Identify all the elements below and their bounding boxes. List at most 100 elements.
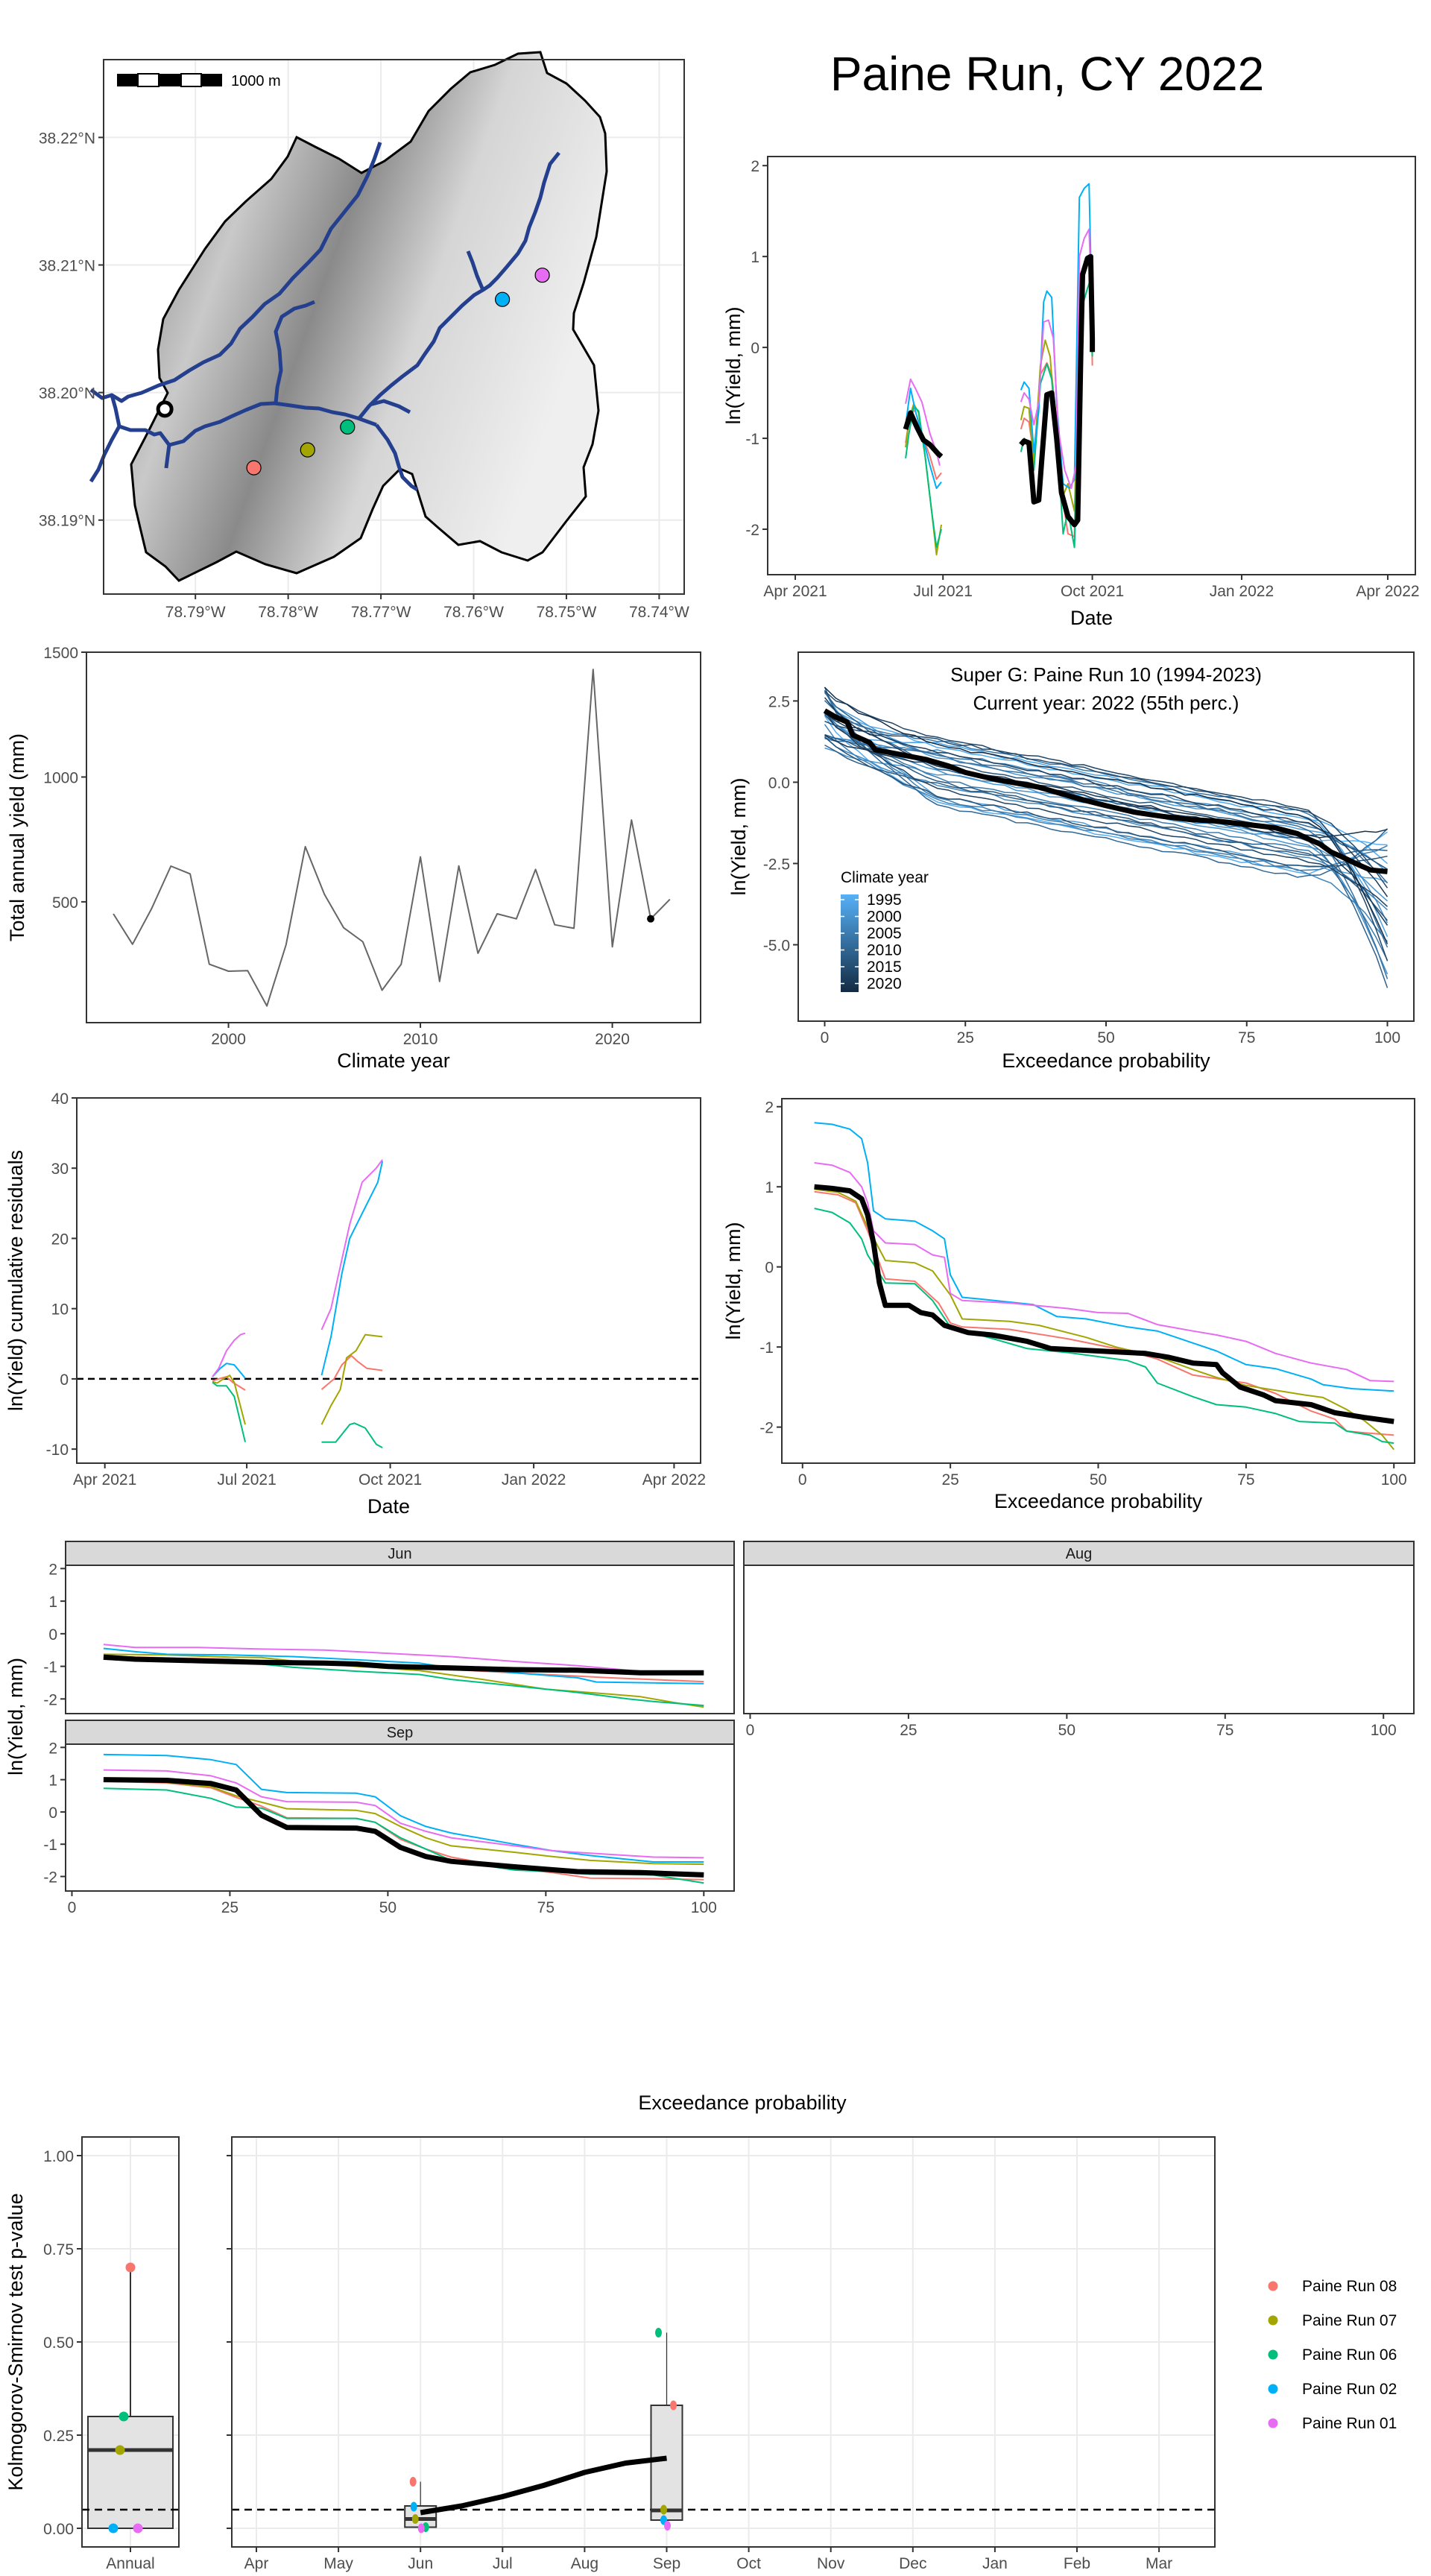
x-tick-label: 0: [821, 1029, 830, 1046]
y-tick-label: -10: [46, 1442, 69, 1459]
x-tick-label: 2020: [595, 1031, 630, 1048]
map-lat-label: 38.22°N: [39, 130, 95, 147]
legend-label: 2020: [867, 976, 902, 993]
facet-panel-aug: Aug 0 25 50 75 100: [743, 1541, 1415, 1739]
y-tick-label: 0: [48, 1805, 57, 1822]
x-tick-label: Apr 2021: [763, 583, 827, 600]
x-tick-label: May: [323, 2555, 353, 2572]
stream-east-small-trib: [369, 399, 411, 414]
chart-cumulative-residuals: Apr 2021 Jul 2021 Oct 2021 Jan 2022 Apr 2022…: [4, 1090, 706, 1518]
x-tick-label: Apr 2022: [642, 1471, 706, 1489]
panel-border: [76, 1097, 701, 1464]
map-lat-label: 38.20°N: [39, 385, 95, 402]
legend-label: Paine Run 06: [1302, 2346, 1397, 2364]
y-tick-label: 0.00: [43, 2521, 74, 2538]
legend-key: [1268, 2418, 1278, 2428]
x-tick-label: 50: [379, 1899, 397, 1916]
site-series-line: [320, 1354, 383, 1390]
y-axis-title: ln(Yield) cumulative residuals: [4, 1150, 27, 1411]
x-tick-label: 50: [1090, 1471, 1107, 1489]
scale-bar-label: 1000 m: [231, 73, 281, 89]
site-fdc-line: [103, 1653, 704, 1708]
panel-border: [65, 1565, 735, 1714]
site-fdc-line: [814, 1208, 1394, 1445]
map-lon-label: 78.76°W: [443, 604, 504, 621]
x-tick-label: Jan 2022: [502, 1471, 566, 1489]
x-axis-title: Exceedance probability: [638, 2092, 847, 2114]
x-tick-label: Feb: [1064, 2555, 1090, 2572]
chart-lines: [903, 183, 1096, 556]
x-tick-label: 0: [68, 1899, 77, 1916]
y-tick-label: 2: [48, 1561, 57, 1578]
panel-border: [81, 2136, 180, 2548]
map-panel: 78.79°W 78.78°W 78.77°W 78.76°W 78.75°W 78.74…: [39, 51, 689, 621]
x-tick-label: Nov: [817, 2555, 845, 2572]
y-tick-label: 1: [765, 1179, 774, 1196]
y-tick-label: 500: [52, 894, 78, 912]
x-tick-label: Jan: [982, 2555, 1008, 2572]
x-tick-label: 25: [941, 1471, 958, 1489]
x-tick-label: Oct: [736, 2555, 761, 2572]
x-tick-label: 75: [1237, 1471, 1254, 1489]
site-series-line: [1020, 228, 1093, 490]
site-marker: [534, 268, 550, 283]
pvalue-point: [409, 2477, 417, 2487]
y-tick-label: -1: [745, 431, 759, 448]
x-tick-label: Apr: [244, 2555, 269, 2572]
ks-monthly-panel: Apr May Jun Jul Aug Sep Oct Nov Dec Jan Feb Mar: [227, 2136, 1216, 2572]
x-axis-title: Date: [367, 1495, 410, 1518]
climate-year-line: [824, 738, 1389, 884]
y-tick-label: 0: [751, 340, 759, 357]
x-tick-label: 2010: [403, 1031, 438, 1048]
legend-title: Climate year: [841, 869, 929, 886]
map-border: [103, 59, 685, 595]
site-fdc-line: [103, 1779, 704, 1866]
x-tick-label: 0: [746, 1722, 755, 1739]
x-tick-label: Apr 2022: [1356, 583, 1419, 600]
y-tick-label: -1: [43, 1659, 57, 1676]
y-tick-label: 0.50: [43, 2334, 74, 2352]
stream-network: [89, 142, 560, 492]
x-tick-label: 25: [900, 1722, 917, 1739]
stream-east-branch: [375, 423, 419, 492]
y-tick-label: 2: [751, 158, 759, 175]
pvalue-point: [115, 2445, 125, 2455]
site-fdc-line: [103, 1769, 704, 1859]
pvalue-point: [670, 2400, 677, 2411]
y-tick-label: 1000: [43, 769, 78, 786]
climate-year-line: [824, 736, 1389, 911]
facet-panel-sep: Sep 0 25 50 75 100 -2 -1 0 1 2: [43, 1720, 735, 1916]
y-tick-label: 0.75: [43, 2241, 74, 2258]
current-year-point: [647, 915, 655, 923]
y-tick-label: -2: [759, 1420, 774, 1437]
facet-strip: [65, 1720, 735, 1745]
y-tick-label: 0.25: [43, 2428, 74, 2445]
outlet-marker: [156, 400, 174, 418]
pvalue-point: [664, 2521, 671, 2531]
y-tick-label: 0: [765, 1260, 774, 1277]
stream-mainstem: [89, 142, 382, 403]
y-tick-label: 2: [48, 1740, 57, 1757]
legend-label: Paine Run 01: [1302, 2415, 1397, 2432]
x-tick-label: Jul 2021: [914, 583, 973, 600]
stream-main-channel: [110, 394, 377, 447]
legend-label: Paine Run 08: [1302, 2278, 1397, 2295]
y-tick-label: 20: [51, 1231, 69, 1248]
x-axis-title: Exceedance probability: [994, 1490, 1203, 1512]
site-fdc-line: [814, 1188, 1394, 1450]
stream-site02-trib: [466, 250, 485, 291]
legend-key: [1268, 2315, 1278, 2326]
x-tick-label: Dec: [899, 2555, 926, 2572]
site-series-line: [212, 1363, 246, 1379]
y-tick-label: 2.5: [768, 693, 790, 710]
chart-lines: [77, 1159, 701, 1449]
chart-annual-yield: 2000 2010 2020 500 1000 1500 Climate year Total…: [6, 645, 701, 1072]
legend-key: [1268, 2349, 1278, 2360]
x-tick-label: Jul 2021: [217, 1471, 276, 1489]
x-tick-label: Oct 2021: [358, 1471, 422, 1489]
climate-year-line: [824, 710, 1389, 961]
climate-year-line: [824, 713, 1389, 897]
x-tick-label: Mar: [1146, 2555, 1172, 2572]
stream-north-branch: [358, 151, 560, 420]
x-tick-label: Aug: [571, 2555, 598, 2572]
